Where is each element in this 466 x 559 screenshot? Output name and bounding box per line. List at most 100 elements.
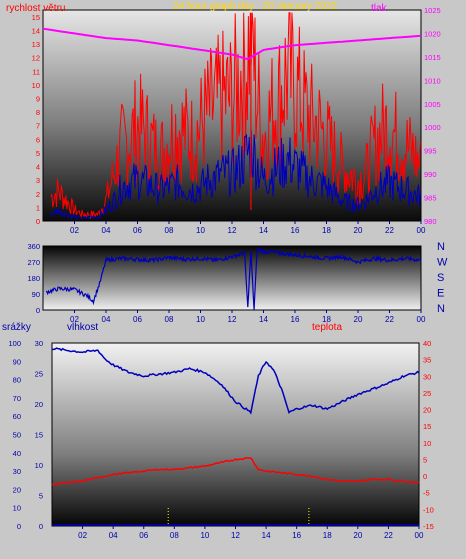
- y-tick-label: 90: [32, 290, 40, 299]
- x-tick-label: 14: [259, 226, 268, 235]
- x-tick-label: 12: [228, 226, 237, 235]
- y-tick-label: 270: [27, 258, 40, 267]
- y-tick-label: 15: [423, 422, 431, 431]
- x-tick-label: 12: [228, 315, 237, 324]
- y-tick-label: -15: [423, 522, 434, 531]
- x-tick-label: 06: [133, 226, 142, 235]
- y-tick-label: 35: [423, 356, 431, 365]
- x-tick-label: 04: [102, 226, 111, 235]
- y-tick-label: 1005: [424, 100, 441, 109]
- y-tick-label: 0: [36, 306, 40, 315]
- chart-title: 24 hour graph day : 20 January 2022: [173, 1, 337, 12]
- humidity-axis-title: vlhkost: [67, 322, 98, 333]
- y-tick-label: -10: [423, 505, 434, 514]
- y-tick-label: 0: [36, 217, 40, 226]
- humidity-temperature-panel: [51, 342, 420, 527]
- y-tick-label: 50: [13, 431, 21, 440]
- x-tick-label: 18: [323, 531, 332, 540]
- x-tick-label: 16: [291, 226, 300, 235]
- x-tick-label: 20: [354, 226, 363, 235]
- temperature-axis-title: teplota: [312, 322, 342, 333]
- y-tick-label: 90: [13, 357, 21, 366]
- x-tick-label: 10: [200, 531, 209, 540]
- x-tick-label: 02: [70, 226, 79, 235]
- compass-label: E: [437, 288, 444, 300]
- x-tick-label: 18: [322, 226, 331, 235]
- y-tick-label: 40: [13, 449, 21, 458]
- x-tick-label: 08: [170, 531, 179, 540]
- compass-label: S: [437, 272, 444, 284]
- x-tick-label: 00: [417, 315, 426, 324]
- y-tick-label: 15: [32, 13, 40, 22]
- compass-label: N: [437, 241, 445, 253]
- y-tick-label: 7: [36, 122, 40, 131]
- y-tick-label: -5: [423, 489, 430, 498]
- y-tick-label: 1025: [424, 6, 441, 15]
- y-tick-label: 980: [424, 217, 437, 226]
- wind-direction-panel: [42, 245, 422, 311]
- y-tick-label: 25: [35, 370, 43, 379]
- x-tick-label: 00: [417, 226, 426, 235]
- y-tick-label: 180: [27, 274, 40, 283]
- x-tick-label: 18: [322, 315, 331, 324]
- wind-speed-line: [50, 129, 421, 221]
- x-tick-label: 06: [139, 531, 148, 540]
- y-tick-label: 0: [423, 472, 427, 481]
- y-tick-label: 10: [32, 81, 40, 90]
- y-tick-label: 3: [36, 176, 40, 185]
- compass-label: N: [437, 303, 445, 315]
- y-tick-label: 995: [424, 147, 437, 156]
- y-tick-label: 40: [423, 339, 431, 348]
- y-tick-label: 10: [423, 439, 431, 448]
- x-tick-label: 20: [353, 531, 362, 540]
- y-tick-label: 15: [35, 431, 43, 440]
- y-tick-label: 1020: [424, 29, 441, 38]
- y-tick-label: 70: [13, 394, 21, 403]
- y-tick-label: 100: [8, 339, 21, 348]
- x-tick-label: 02: [70, 315, 79, 324]
- y-tick-label: 60: [13, 412, 21, 421]
- y-tick-label: 14: [32, 26, 40, 35]
- x-tick-label: 20: [354, 315, 363, 324]
- pressure-line: [42, 27, 422, 61]
- y-tick-label: 360: [27, 242, 40, 251]
- x-tick-label: 10: [196, 315, 205, 324]
- x-tick-label: 14: [259, 315, 268, 324]
- temperature-line: [51, 457, 420, 486]
- x-tick-label: 06: [133, 315, 142, 324]
- x-tick-label: 00: [415, 531, 424, 540]
- y-tick-label: 2: [36, 190, 40, 199]
- y-tick-label: 1: [36, 203, 40, 212]
- y-tick-label: 30: [13, 467, 21, 476]
- y-tick-label: 9: [36, 94, 40, 103]
- x-tick-label: 16: [291, 315, 300, 324]
- humidity-line: [51, 347, 420, 415]
- y-tick-label: 10: [13, 504, 21, 513]
- y-tick-label: 10: [35, 461, 43, 470]
- y-tick-label: 25: [423, 389, 431, 398]
- y-tick-label: 6: [36, 135, 40, 144]
- compass-label: W: [437, 257, 448, 269]
- rain-axis-title: srážky: [2, 322, 31, 333]
- x-tick-label: 16: [292, 531, 301, 540]
- x-tick-label: 14: [262, 531, 271, 540]
- y-tick-label: 8: [36, 108, 40, 117]
- y-tick-label: 12: [32, 54, 40, 63]
- y-tick-label: 4: [36, 163, 40, 172]
- y-tick-label: 30: [423, 372, 431, 381]
- y-tick-label: 20: [35, 400, 43, 409]
- y-tick-label: 1015: [424, 53, 441, 62]
- wind-axis-title: rychlost větru: [6, 3, 65, 14]
- y-tick-label: 985: [424, 194, 437, 203]
- x-tick-label: 02: [78, 531, 87, 540]
- y-tick-label: 80: [13, 376, 21, 385]
- y-tick-label: 30: [35, 339, 43, 348]
- y-tick-label: 5: [36, 149, 40, 158]
- wind-gust-line: [50, 12, 421, 220]
- y-tick-label: 5: [39, 492, 43, 501]
- x-tick-label: 04: [109, 531, 118, 540]
- y-tick-label: 1000: [424, 123, 441, 132]
- y-tick-label: 13: [32, 40, 40, 49]
